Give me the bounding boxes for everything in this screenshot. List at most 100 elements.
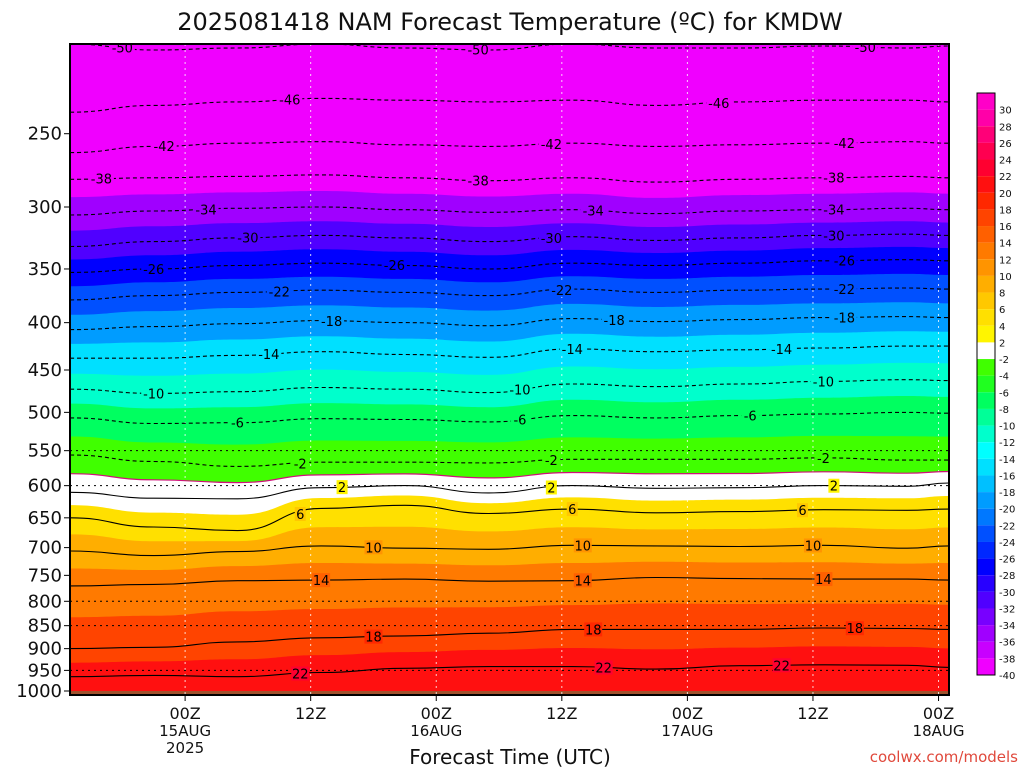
colorbar-label: -38: [999, 654, 1015, 665]
colorbar-label: 26: [999, 139, 1012, 150]
colorbar-swatch: [977, 558, 995, 576]
contour-label: 6: [568, 503, 576, 518]
y-axis: 2503003504004505005506006507007508008509…: [16, 124, 70, 702]
colorbar-swatch: [977, 192, 995, 210]
contour-label: -14: [562, 343, 583, 358]
contour-label-bg: [566, 502, 578, 517]
contour-label: -30: [541, 232, 562, 247]
contour-label-bg: [266, 284, 292, 299]
contour-label: 2: [830, 480, 838, 495]
colorbar-label: -10: [999, 422, 1015, 433]
y-tick-label: 300: [28, 197, 62, 218]
contour-label: -22: [269, 285, 290, 300]
contour-label: -6: [231, 417, 244, 432]
x-tick-date: 18AUG: [913, 722, 965, 740]
colorbar-swatch: [977, 259, 995, 276]
contour-label-bg: [538, 137, 564, 152]
contour-label: -42: [834, 137, 855, 152]
colorbar-swatch: [977, 176, 995, 193]
contour-label: 2: [338, 481, 346, 496]
credit-link[interactable]: coolwx.com/models: [870, 748, 1018, 766]
colorbar-swatch: [977, 375, 995, 393]
contour-label-bg: [803, 538, 822, 553]
colorbar-label: -16: [999, 471, 1015, 482]
contour-label-bg: [845, 621, 864, 636]
plot-area: [70, 44, 949, 695]
contour-label-bg: [336, 480, 348, 495]
y-tick-label: 900: [28, 639, 62, 660]
contour-label-bg: [545, 480, 557, 495]
contour-label: -2: [817, 452, 830, 467]
y-tick-label: 600: [28, 476, 62, 497]
contour-label-bg: [769, 341, 795, 356]
contour-label: 14: [313, 574, 330, 589]
y-tick-label: 1000: [16, 681, 62, 702]
contour-label: -38: [91, 173, 112, 188]
colorbar-swatch: [977, 275, 995, 293]
contour-label-bg: [797, 503, 808, 518]
contour-label-bg: [594, 660, 613, 675]
contour-label-bg: [831, 253, 857, 268]
contour-label-bg: [465, 173, 491, 188]
contour-label: 6: [798, 504, 806, 519]
ground-layer: [70, 690, 949, 695]
colorbar-swatch: [977, 408, 995, 426]
contour-label: 18: [847, 622, 864, 637]
colorbar-swatch: [977, 325, 995, 343]
colorbar-swatch: [977, 608, 995, 626]
contour-label-bg: [584, 622, 603, 637]
colorbar-label: -2: [999, 355, 1009, 366]
contour-label-bg: [507, 382, 533, 397]
contour-label-bg: [291, 456, 310, 471]
colorbar-label: -30: [999, 588, 1015, 599]
colorbar-swatch: [977, 575, 995, 592]
contour-label: 14: [574, 574, 591, 589]
colorbar-frame: [976, 92, 996, 676]
colorbar-swatch: [977, 342, 995, 360]
colorbar-swatch: [977, 475, 995, 493]
colorbar-label: 8: [999, 289, 1005, 300]
isotherm-0: [70, 470, 949, 484]
y-tick-label: 500: [28, 402, 62, 423]
y-tick-label: 950: [28, 660, 62, 681]
contour-label: -50: [855, 41, 876, 56]
contour-label-bg: [573, 573, 592, 588]
contour-label: -22: [551, 284, 572, 299]
contour-label-bg: [601, 313, 627, 328]
colorbar-swatch: [977, 359, 995, 376]
contour-label-bg: [291, 666, 310, 681]
colorbar-label: 22: [999, 172, 1012, 183]
contour-label-bg: [772, 658, 791, 673]
y-tick-label: 550: [28, 441, 62, 462]
contour-label: -30: [823, 229, 844, 244]
y-tick-label: 650: [28, 508, 62, 529]
contour-label: -26: [834, 255, 855, 270]
contour-label-bg: [538, 230, 564, 245]
colorbar-swatch: [977, 93, 995, 110]
y-tick-label: 350: [28, 259, 62, 280]
x-tick-label: 12Z: [546, 704, 577, 723]
contour-label-bg: [141, 386, 167, 401]
contour-labels: -50 -50 -50 -46 -46 -42 -42 -42 -38 -38 -38 -34 -34 -…: [88, 41, 878, 683]
contour-label: -14: [258, 348, 279, 363]
colorbar-label: -12: [999, 438, 1015, 449]
contour-label: 18: [585, 623, 602, 638]
isotherm-22: [70, 664, 949, 678]
contour-label: 2: [547, 481, 555, 496]
colorbar-swatch: [977, 458, 995, 476]
contour-label-bg: [542, 453, 561, 468]
contour-label: -38: [823, 172, 844, 187]
contour-label: 14: [815, 573, 832, 588]
colorbar-swatch: [977, 625, 995, 642]
contour-label: -18: [834, 311, 855, 326]
contour-label-bg: [580, 203, 606, 218]
colorbar-label: 6: [999, 305, 1005, 316]
contour-label: 22: [595, 662, 612, 677]
colorbar-swatch: [977, 492, 995, 509]
colorbar-label: 14: [999, 239, 1012, 250]
colorbar-swatch: [977, 209, 995, 227]
colorbar-swatch: [977, 641, 995, 659]
colorbar-label: -40: [999, 671, 1015, 682]
isotherm-2: [70, 482, 949, 500]
contour-label-bg: [364, 540, 383, 555]
